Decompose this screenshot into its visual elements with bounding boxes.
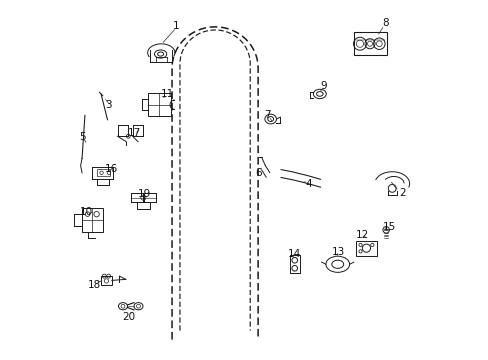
Bar bbox=[355, 240, 376, 256]
Text: 5: 5 bbox=[79, 132, 85, 142]
Text: 13: 13 bbox=[331, 247, 345, 257]
Bar bbox=[101, 276, 112, 285]
Text: 15: 15 bbox=[382, 222, 396, 231]
Text: 16: 16 bbox=[104, 163, 118, 174]
Bar bbox=[81, 208, 102, 232]
Text: 8: 8 bbox=[381, 18, 387, 28]
Text: 7: 7 bbox=[264, 111, 270, 121]
Bar bbox=[147, 93, 170, 116]
Text: 19: 19 bbox=[137, 189, 150, 199]
Bar bbox=[97, 169, 110, 176]
Text: 18: 18 bbox=[88, 280, 101, 290]
Text: 3: 3 bbox=[105, 100, 111, 110]
Text: 20: 20 bbox=[122, 312, 135, 322]
Text: 11: 11 bbox=[161, 89, 174, 99]
Text: 4: 4 bbox=[305, 179, 312, 189]
Bar bbox=[289, 255, 299, 273]
Text: 10: 10 bbox=[80, 207, 93, 217]
Text: 17: 17 bbox=[127, 129, 141, 138]
Bar bbox=[353, 32, 386, 55]
Text: 2: 2 bbox=[398, 188, 405, 198]
Text: 1: 1 bbox=[173, 21, 179, 31]
Text: 12: 12 bbox=[355, 230, 369, 239]
Text: 14: 14 bbox=[287, 248, 300, 258]
Text: 9: 9 bbox=[320, 81, 326, 91]
Text: 6: 6 bbox=[255, 168, 262, 178]
